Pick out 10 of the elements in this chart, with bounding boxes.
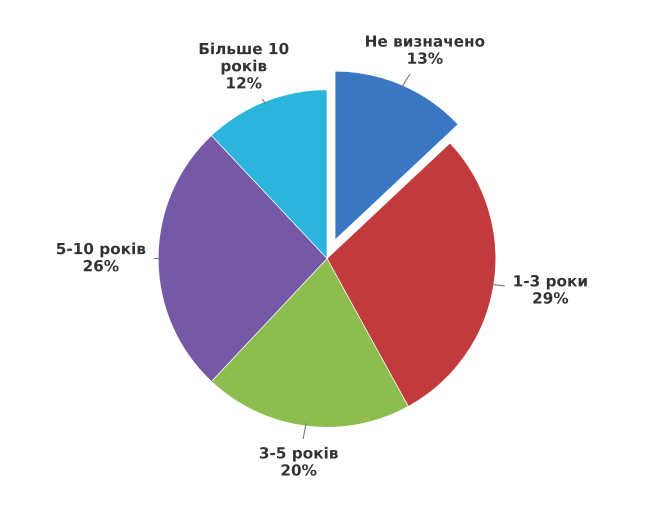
slice-label: Не визначено (366, 35, 484, 47)
slice-label: 3-5 років (260, 446, 338, 462)
data-label: 26% (84, 260, 119, 272)
slice-label: Більше 10 років (200, 42, 288, 74)
slice-label: 1-3 роки (514, 275, 587, 290)
data-label: 29% (533, 292, 568, 304)
slice-label: 5-10 років (56, 242, 146, 258)
data-label: 12% (227, 77, 262, 89)
data-label: 20% (282, 464, 316, 476)
data-label: 13% (408, 52, 443, 64)
